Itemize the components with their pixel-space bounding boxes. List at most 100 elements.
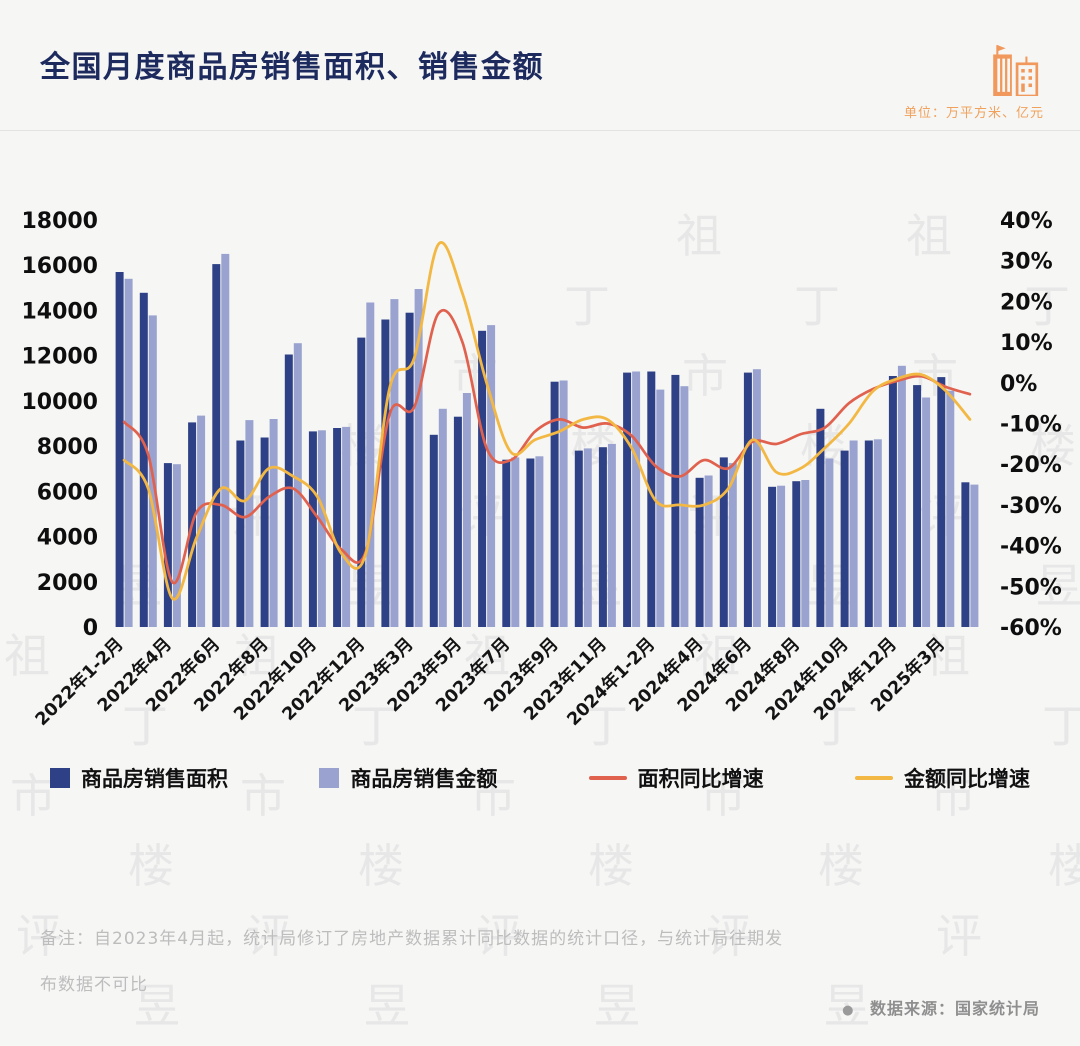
- bar-sales-amount: [873, 439, 882, 627]
- bar-sales-area: [840, 450, 849, 627]
- legend-line-swatch: [854, 776, 893, 780]
- bar-sales-amount: [124, 278, 133, 627]
- legend-item: 面积同比增速: [588, 763, 764, 793]
- bar-sales-area: [284, 354, 293, 627]
- bar-sales-amount: [559, 380, 568, 627]
- watermark-glyph: 楼: [1048, 839, 1080, 893]
- bar-sales-amount: [317, 430, 326, 627]
- bar-sales-amount: [172, 464, 181, 627]
- bar-sales-area: [743, 372, 752, 627]
- bar-sales-amount: [704, 475, 713, 627]
- bar-sales-area: [502, 459, 511, 627]
- watermark-glyph: 楼: [358, 839, 404, 893]
- bar-sales-area: [671, 374, 680, 627]
- bar-sales-amount: [728, 463, 737, 627]
- watermark-glyph: 评: [936, 909, 982, 963]
- bar-sales-area: [937, 377, 946, 627]
- bar-sales-area: [913, 385, 922, 627]
- watermark-glyph: 祖: [942, 1040, 988, 1046]
- header: 全国月度商品房销售面积、销售金额 单位：万平方米、亿元: [40, 42, 1044, 121]
- bar-sales-amount: [221, 253, 230, 627]
- bar-sales-amount: [970, 484, 979, 627]
- right-axis-tick: -40%: [1000, 535, 1062, 560]
- bar-sales-area: [598, 447, 607, 627]
- right-axis-tick: -60%: [1000, 616, 1062, 641]
- left-axis-tick: 6000: [37, 480, 98, 505]
- bar-sales-amount: [752, 369, 761, 627]
- x-axis-tick: 2022年12月: [278, 634, 369, 725]
- legend-item: 商品房销售金额: [319, 763, 497, 793]
- right-axis-tick: -30%: [1000, 494, 1062, 519]
- bar-sales-area: [405, 312, 414, 627]
- bar-sales-amount: [462, 393, 471, 627]
- bar-sales-area: [115, 272, 124, 627]
- left-axis-tick: 10000: [21, 390, 98, 415]
- bar-sales-amount: [487, 325, 496, 627]
- bar-sales-area: [574, 450, 583, 627]
- left-axis-tick: 4000: [37, 526, 98, 551]
- buildings-icon: [993, 45, 1039, 96]
- bar-sales-area: [139, 292, 148, 627]
- bar-sales-amount: [390, 299, 399, 627]
- bar-sales-area: [961, 482, 970, 627]
- bar-sales-amount: [607, 443, 616, 627]
- right-axis-tick: 20%: [1000, 290, 1053, 315]
- header-divider: [0, 130, 1080, 131]
- bar-sales-area: [163, 463, 172, 627]
- bar-sales-amount: [801, 480, 810, 627]
- legend-label: 商品房销售面积: [81, 767, 228, 791]
- bar-sales-area: [357, 337, 366, 627]
- bar-sales-amount: [438, 408, 447, 627]
- watermark-glyph: 楼: [818, 839, 864, 893]
- x-axis-tick: 2024年12月: [810, 634, 901, 725]
- bar-sales-area: [816, 408, 825, 627]
- legend-label: 面积同比增速: [637, 767, 764, 791]
- bar-sales-amount: [245, 420, 254, 627]
- legend-item: 金额同比增速: [854, 763, 1030, 793]
- bar-sales-area: [333, 428, 342, 627]
- left-axis-tick: 2000: [37, 571, 98, 596]
- bar-sales-amount: [342, 426, 351, 627]
- bar-sales-amount: [293, 343, 302, 627]
- bar-sales-area: [478, 330, 487, 627]
- bar-sales-area: [526, 458, 535, 627]
- watermark-glyph: 祖: [22, 1040, 68, 1046]
- right-axis-tick: -20%: [1000, 453, 1062, 478]
- bar-sales-amount: [632, 371, 641, 627]
- legend-line-swatch: [588, 776, 627, 780]
- right-axis-tick: 0%: [1000, 372, 1037, 397]
- bar-sales-amount: [366, 302, 375, 627]
- bar-sales-amount: [897, 365, 906, 627]
- x-axis-tick: 2023年11月: [520, 634, 611, 725]
- legend-label: 金额同比增速: [903, 767, 1030, 791]
- left-axis-tick: 14000: [21, 299, 98, 324]
- watermark-glyph: 楼: [588, 839, 634, 893]
- header-right: 单位：万平方米、亿元: [904, 42, 1044, 121]
- left-axis-tick: 8000: [37, 435, 98, 460]
- bar-sales-amount: [535, 456, 544, 627]
- legend-square-swatch: [319, 768, 340, 788]
- bar-sales-area: [429, 434, 438, 627]
- page-title: 全国月度商品房销售面积、销售金额: [40, 50, 544, 85]
- watermark-glyph: 祖: [712, 1040, 758, 1046]
- bar-sales-amount: [197, 415, 206, 627]
- watermark-glyph: 祖: [482, 1040, 528, 1046]
- right-axis-tick: 10%: [1000, 331, 1053, 356]
- bar-sales-area: [888, 376, 897, 627]
- x-axis-tick: 2024年10月: [761, 634, 852, 725]
- bar-sales-area: [308, 431, 317, 627]
- footnote: 备注：自2023年4月起，统计局修订了房地产数据累计同比数据的统计口径，与统计局…: [40, 916, 830, 1008]
- bar-sales-amount: [511, 457, 520, 627]
- bar-sales-amount: [777, 485, 786, 627]
- left-axis-tick: 12000: [21, 345, 98, 370]
- data-source-text: 数据来源：国家统计局: [869, 999, 1040, 1018]
- bar-sales-area: [212, 264, 221, 627]
- bar-sales-amount: [656, 389, 665, 627]
- left-axis-tick: 0: [83, 616, 98, 641]
- bar-sales-area: [719, 457, 728, 627]
- bar-sales-area: [623, 372, 632, 627]
- right-axis-tick: 40%: [1000, 209, 1053, 234]
- bar-sales-amount: [414, 289, 423, 627]
- bar-sales-amount: [946, 390, 955, 627]
